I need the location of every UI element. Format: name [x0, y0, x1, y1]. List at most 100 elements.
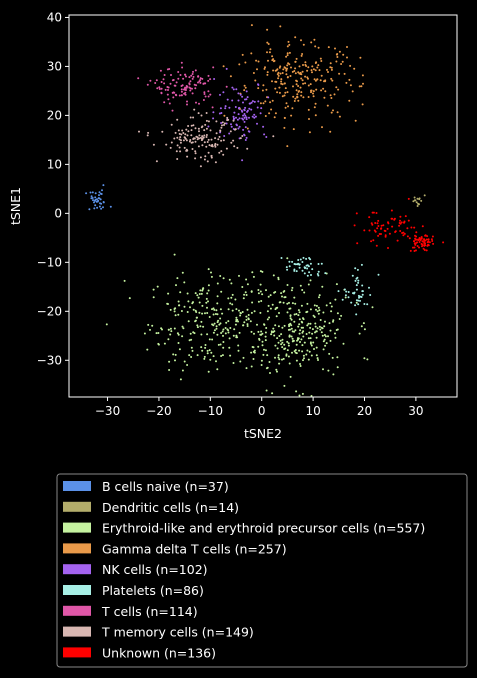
scatter-point [331, 356, 334, 359]
scatter-point [279, 65, 282, 68]
scatter-point [235, 116, 237, 119]
scatter-point [324, 335, 327, 338]
scatter-point [207, 289, 210, 292]
scatter-point [371, 223, 374, 226]
scatter-point [322, 340, 325, 343]
scatter-point [241, 311, 244, 313]
legend-swatch [63, 605, 91, 616]
scatter-point [432, 242, 435, 245]
scatter-point [345, 290, 348, 293]
scatter-point [318, 69, 321, 72]
scatter-point [262, 102, 265, 105]
scatter-point [209, 129, 212, 132]
scatter-point [200, 333, 203, 336]
scatter-point [232, 362, 235, 364]
scatter-point [178, 348, 181, 351]
scatter-point [211, 338, 214, 341]
legend-items: B cells naive (n=37) Dendritic cells (n=1… [63, 479, 425, 660]
scatter-point [169, 333, 172, 336]
scatter-point [203, 158, 206, 161]
scatter-point [413, 196, 416, 199]
scatter-point [272, 69, 275, 72]
scatter-point [235, 308, 238, 311]
scatter-point [358, 296, 360, 299]
scatter-point [186, 103, 188, 106]
scatter-point [207, 95, 210, 98]
scatter-point [336, 56, 339, 58]
scatter-point [283, 343, 286, 346]
scatter-point [329, 302, 332, 305]
scatter-point [204, 344, 207, 346]
scatter-point [184, 133, 187, 136]
scatter-point [423, 239, 426, 242]
scatter-point [418, 237, 421, 239]
scatter-point [294, 302, 297, 305]
scatter-point [178, 146, 181, 149]
legend-label: Dendritic cells (n=14) [102, 500, 239, 515]
scatter-point [378, 233, 381, 235]
scatter-point [323, 96, 326, 99]
scatter-point [329, 339, 332, 342]
scatter-point [343, 72, 346, 75]
scatter-point [225, 85, 228, 88]
scatter-point [128, 297, 131, 300]
scatter-point [317, 306, 320, 309]
scatter-point [336, 356, 339, 359]
scatter-point [357, 281, 360, 284]
scatter-point [361, 290, 364, 293]
scatter-point [286, 349, 289, 352]
scatter-point [246, 147, 249, 150]
scatter-point [393, 217, 396, 220]
scatter-point [418, 246, 420, 249]
scatter-point [209, 78, 212, 81]
scatter-point [299, 329, 302, 332]
scatter-point [303, 272, 306, 275]
scatter-point [167, 89, 169, 91]
scatter-point [332, 373, 335, 376]
scatter-point [277, 341, 280, 344]
scatter-point [313, 304, 316, 307]
scatter-point [342, 342, 345, 345]
scatter-point [166, 93, 169, 96]
scatter-point [239, 312, 242, 315]
scatter-point [246, 96, 249, 99]
scatter-point [315, 308, 317, 311]
scatter-point [302, 326, 304, 329]
scatter-point [213, 322, 216, 325]
scatter-point [238, 125, 241, 128]
scatter-point [250, 108, 253, 111]
legend-swatch [63, 647, 91, 658]
scatter-point [315, 330, 318, 333]
scatter-point [229, 130, 232, 133]
scatter-point [257, 345, 260, 348]
scatter-point [425, 238, 428, 241]
scatter-point [318, 309, 321, 312]
scatter-point [327, 46, 330, 49]
scatter-point [180, 94, 183, 97]
scatter-point [216, 295, 219, 298]
scatter-point [209, 93, 212, 96]
scatter-point [391, 225, 394, 228]
scatter-point [268, 361, 271, 363]
scatter-point [177, 342, 180, 344]
scatter-point [95, 198, 98, 201]
scatter-point [291, 351, 293, 354]
scatter-point [316, 357, 319, 360]
scatter-point [308, 118, 310, 120]
scatter-point [268, 112, 271, 115]
scatter-point [314, 45, 317, 48]
scatter-point [211, 106, 214, 109]
scatter-point [316, 327, 319, 330]
scatter-point [180, 310, 183, 312]
scatter-point [296, 93, 299, 96]
scatter-point [304, 82, 307, 85]
scatter-point [285, 353, 288, 356]
scatter-point [293, 263, 296, 265]
scatter-point [414, 242, 417, 245]
scatter-point [194, 140, 197, 143]
scatter-point [261, 270, 264, 273]
scatter-point [196, 326, 199, 329]
scatter-point [290, 335, 293, 338]
scatter-point [198, 311, 201, 314]
